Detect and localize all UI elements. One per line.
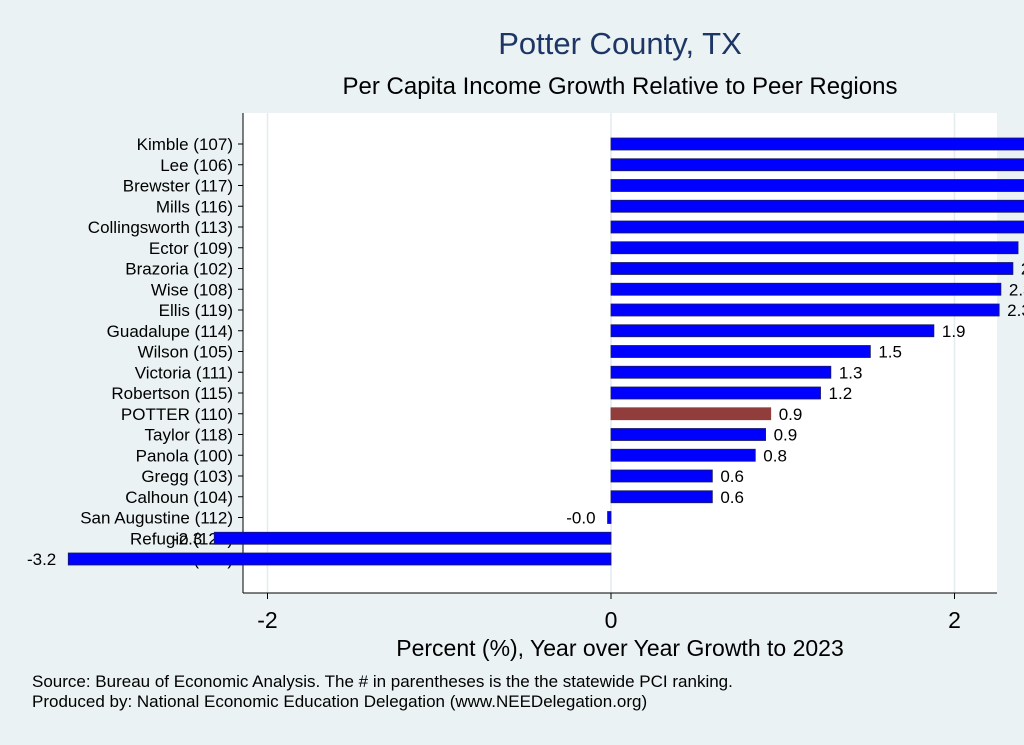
x-axis-label: Percent (%), Year over Year Growth to 20…: [396, 635, 844, 661]
value-label: 2.3: [1021, 260, 1024, 279]
category-label: Kimble (107): [137, 135, 233, 154]
value-label: 1.5: [878, 343, 902, 362]
value-label: 0.9: [779, 405, 803, 424]
category-label: Panola (100): [136, 446, 233, 465]
category-label: Victoria (111): [135, 363, 233, 382]
value-label: 0.6: [720, 488, 744, 507]
value-label: 2.3: [1007, 301, 1024, 320]
bar: [610, 282, 1002, 296]
bar: [610, 158, 1024, 172]
category-label: Ector (109): [149, 239, 233, 258]
bar: [610, 220, 1024, 234]
source-note: Source: Bureau of Economic Analysis. The…: [32, 672, 733, 691]
chart-title: Potter County, TX: [498, 26, 742, 61]
value-label: -0.0: [566, 509, 595, 528]
category-label: Guadalupe (114): [107, 322, 233, 341]
value-label: 2.3: [1009, 280, 1024, 299]
bar: [610, 428, 766, 441]
value-label: -3.2: [27, 550, 56, 569]
category-label: Wilson (105): [138, 343, 233, 362]
category-label: Calhoun (104): [125, 488, 233, 507]
value-label: 0.9: [774, 426, 798, 445]
category-label: POTTER (110): [121, 405, 233, 424]
value-label: 0.6: [720, 467, 744, 486]
x-tick-label: 2: [948, 607, 961, 633]
x-tick-label: 0: [605, 607, 618, 633]
bar: [67, 552, 612, 566]
x-tick-label: -2: [257, 607, 277, 633]
category-label: San Augustine (112): [80, 509, 233, 528]
bar: [610, 241, 1019, 255]
bar: [610, 365, 832, 379]
bar: [610, 386, 821, 400]
bar: [610, 469, 713, 483]
bar: [610, 324, 935, 338]
bar: [610, 448, 756, 462]
bar: [610, 262, 1014, 275]
highlight-bar: [610, 407, 772, 421]
bar: [213, 531, 612, 545]
bar: [610, 199, 1024, 213]
bar: [610, 490, 713, 504]
bar: [610, 345, 871, 358]
bar: [610, 137, 1024, 151]
category-label: Robertson (115): [111, 384, 233, 403]
bar: [607, 511, 612, 524]
category-label: Mills (116): [156, 197, 233, 216]
category-label: Taylor (118): [145, 426, 234, 445]
category-label: Wise (108): [151, 280, 233, 299]
value-label: -2.3: [173, 529, 202, 548]
category-label: Lee (106): [160, 156, 233, 175]
bar: [610, 179, 1024, 192]
footer-notes: Source: Bureau of Economic Analysis. The…: [32, 672, 733, 712]
category-label: Gregg (103): [141, 467, 233, 486]
produced-by-note: Produced by: National Economic Education…: [32, 692, 648, 711]
bar: [610, 303, 1000, 317]
value-label: 0.8: [763, 446, 787, 465]
chart-subtitle: Per Capita Income Growth Relative to Pee…: [342, 73, 898, 100]
category-label: Refugio (120): [130, 529, 233, 548]
category-label: Brewster (117): [123, 177, 233, 196]
value-label: 1.2: [829, 384, 853, 403]
value-label: 1.9: [942, 322, 966, 341]
value-label: 1.3: [839, 363, 863, 382]
category-label: Brazoria (102): [125, 260, 233, 279]
category-label: Collingsworth (113): [88, 218, 233, 237]
category-label: Ellis (119): [159, 301, 233, 320]
